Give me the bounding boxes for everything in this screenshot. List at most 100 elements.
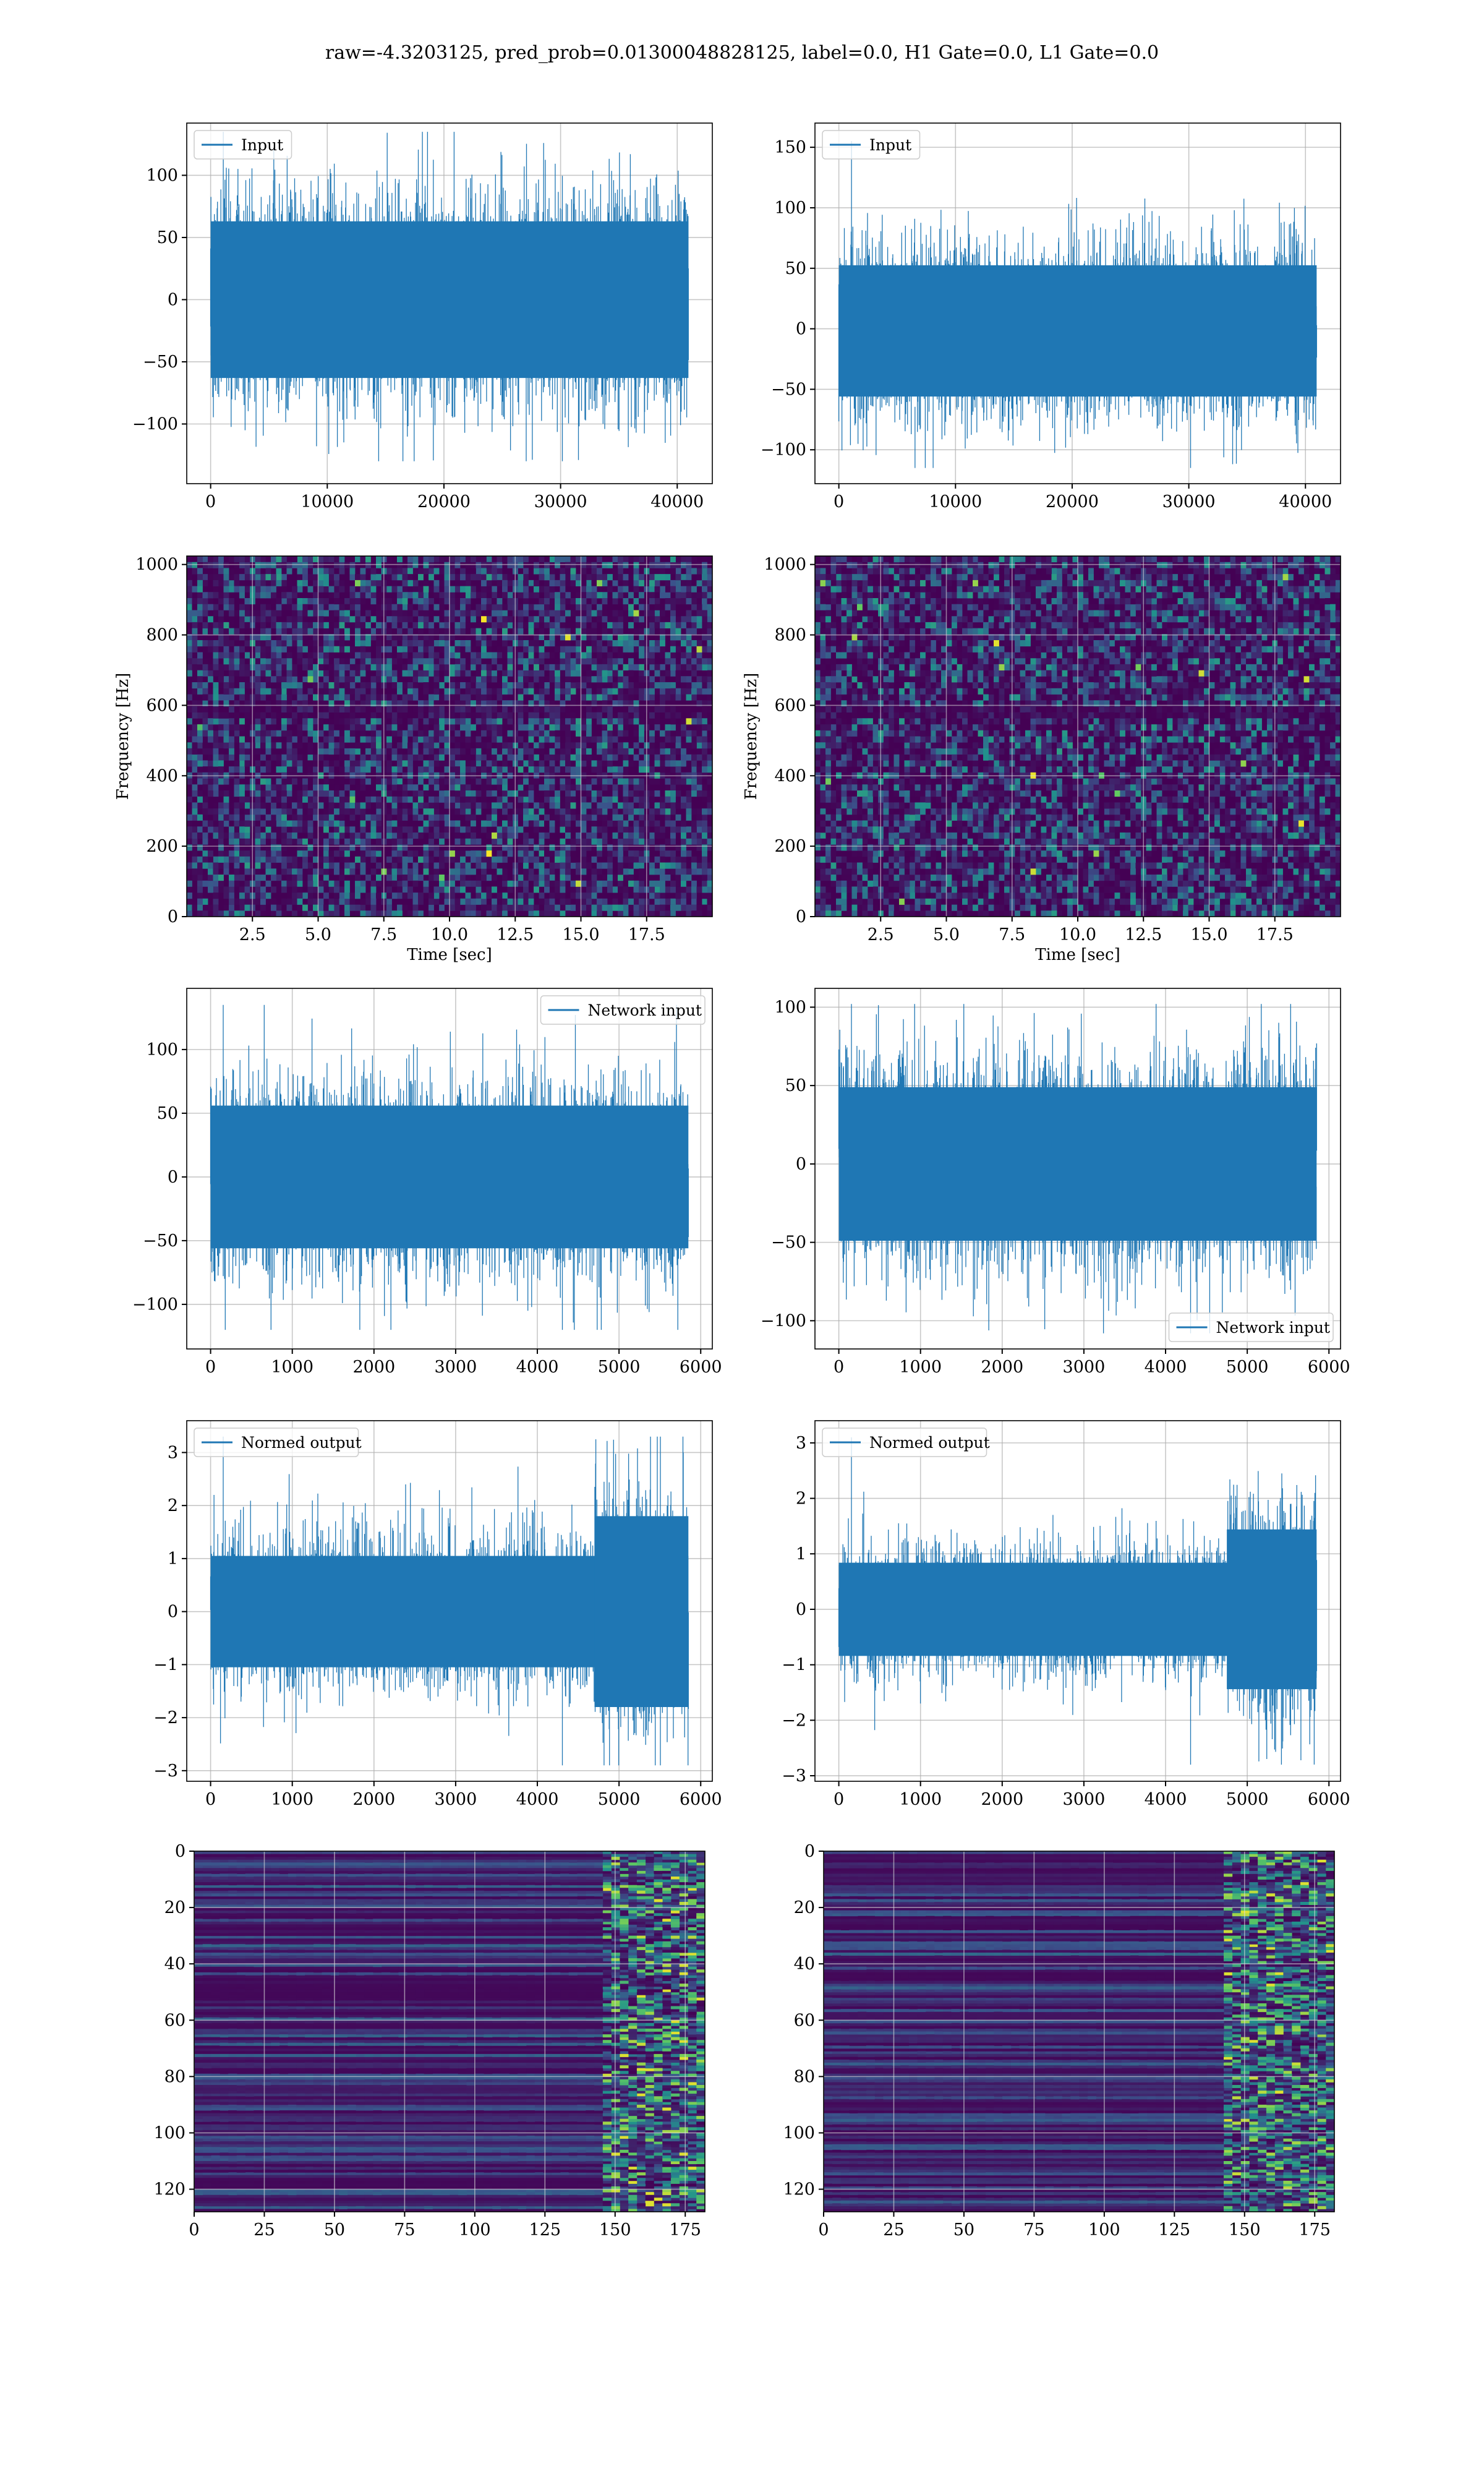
x-tick-label: 12.5 xyxy=(1125,925,1162,944)
heatmap-cells xyxy=(1224,1989,1233,1993)
heatmap-cells xyxy=(696,2116,706,2120)
heatmap-cells xyxy=(645,1961,654,1964)
x-tick-label: 175 xyxy=(669,2220,701,2240)
x-tick-label: 175 xyxy=(1298,2220,1331,2240)
y-tick-label: 1 xyxy=(796,1544,806,1564)
legend-label: Input xyxy=(869,136,911,154)
heatmap-cells xyxy=(1240,1854,1250,1857)
y-tick-label: 0 xyxy=(168,1168,178,1187)
legend: Normed output xyxy=(194,1427,362,1457)
x-tick-label: 0 xyxy=(834,1358,844,1377)
y-tick-label: 20 xyxy=(164,1898,186,1917)
heatmap-cells xyxy=(1240,1893,1250,1897)
heatmap-cells xyxy=(1283,1933,1301,1948)
heatmap-cells xyxy=(1274,2028,1284,2032)
heatmap-cells xyxy=(670,2129,680,2133)
heatmap-cells xyxy=(1232,1913,1241,1917)
x-tick-label: 0 xyxy=(205,1790,216,1809)
heatmap-cells xyxy=(620,2118,629,2122)
heatmap-cells xyxy=(1240,2020,1250,2024)
x-tick-label: 15.0 xyxy=(1190,925,1227,944)
series-core xyxy=(838,265,1317,397)
heatmap-cells xyxy=(492,833,497,839)
heatmap-cells xyxy=(192,556,713,917)
heatmap-cells xyxy=(486,850,492,857)
x-tick-label: 0 xyxy=(818,2220,829,2240)
axes-spec-l1: 2.5 5.0 7.5 10.0 12.5 15.0 17.5 0 200 400 600 800 10… xyxy=(742,555,1341,964)
x-tick-label: 2000 xyxy=(981,1790,1023,1809)
heatmap-cells xyxy=(611,1890,620,1894)
heatmap-cells xyxy=(534,718,539,725)
heatmap-cells xyxy=(197,568,702,911)
heatmap-cells xyxy=(832,1862,1335,2207)
y-tick-label: 80 xyxy=(794,2067,815,2086)
y-tick-label: 3 xyxy=(796,1434,806,1453)
x-tick-label: 100 xyxy=(459,2220,491,2240)
heatmap-cells xyxy=(1249,1890,1258,1894)
y-tick-label: −50 xyxy=(143,1231,178,1251)
figure-title: raw=-4.3203125, pred_prob=0.013000488281… xyxy=(325,42,1159,64)
x-tick-label: 100 xyxy=(1088,2220,1120,2240)
y-tick-label: 60 xyxy=(164,2011,186,2030)
axes-normed-l1: 0 1000 2000 3000 4000 5000 6000 −3 −2 −1 0 1 2 3 xyxy=(782,1420,1350,1809)
heatmap-cells xyxy=(851,628,1341,917)
heatmap-cells xyxy=(1308,2065,1335,2080)
heatmap-cells xyxy=(862,628,868,635)
x-tick-label: 50 xyxy=(324,2220,345,2240)
heatmap-cells xyxy=(602,2073,612,2077)
heatmap-cells xyxy=(549,694,602,731)
heatmap-cells xyxy=(654,1882,663,1886)
heatmap-cells xyxy=(628,2040,638,2044)
heatmap-cells xyxy=(1335,736,1341,743)
heatmap-cells xyxy=(1308,2198,1318,2201)
heatmap-cells xyxy=(202,568,692,917)
y-tick-label: 150 xyxy=(774,138,806,157)
heatmap-cells xyxy=(679,1902,688,1905)
plot-netin-h1 xyxy=(187,988,712,1349)
heatmap-cells xyxy=(645,1888,654,1891)
y-tick-label: 1000 xyxy=(135,555,178,575)
heatmap-cells xyxy=(1274,2068,1284,2071)
y-tick-label: 100 xyxy=(783,2123,815,2142)
legend-box xyxy=(194,1427,359,1457)
heatmap-cells xyxy=(688,2068,697,2071)
heatmap-cells xyxy=(1308,2073,1318,2077)
heatmap-cells xyxy=(846,604,1194,911)
heatmap-cells xyxy=(1224,1986,1233,1990)
heatmap-cells xyxy=(611,2000,620,2004)
y-tick-label: −100 xyxy=(132,415,178,434)
axes-feat-l1: 0 25 50 75 100 125 150 175 0 20 40 60 80 100 120 xyxy=(783,1842,1335,2240)
x-tick-label: 1000 xyxy=(271,1790,313,1809)
plot-input-h1 xyxy=(187,123,712,484)
x-tick-label: 0 xyxy=(189,2220,199,2240)
series-core xyxy=(210,1105,689,1249)
heatmap-cells xyxy=(194,1862,680,2162)
heatmap-cells xyxy=(662,2158,672,2162)
y-tick-label: 0 xyxy=(175,1842,186,1861)
heatmap-cells xyxy=(602,2189,612,2193)
heatmap-cells xyxy=(654,2053,663,2057)
x-tick-label: 0 xyxy=(834,1790,844,1809)
heatmap-cells xyxy=(1240,760,1247,767)
heatmap-cells xyxy=(1258,2045,1267,2049)
heatmap-cells xyxy=(679,2009,688,2013)
heatmap-cells xyxy=(1266,2107,1276,2111)
heatmap-cells xyxy=(611,1986,620,1990)
heatmap-cells xyxy=(1240,2118,1250,2122)
heatmap-cells xyxy=(611,2141,620,2145)
heatmap-cells xyxy=(1224,2180,1233,2184)
heatmap-cells xyxy=(1198,670,1205,677)
heatmap-cells xyxy=(1308,2087,1335,2102)
heatmap-cells xyxy=(620,1980,629,1984)
x-tick-label: 125 xyxy=(1159,2220,1191,2240)
heatmap-cells xyxy=(1224,1950,1335,2170)
series-burst-core xyxy=(594,1516,689,1707)
heatmap-cells xyxy=(1232,1907,1284,2212)
heatmap-cells xyxy=(349,796,356,803)
x-tick-label: 2.5 xyxy=(239,925,266,944)
legend: Input xyxy=(822,130,921,160)
heatmap-cells xyxy=(620,2164,629,2167)
heatmap-cells xyxy=(688,2104,697,2108)
axes-frame xyxy=(194,1851,706,2212)
heatmap-cells xyxy=(197,562,686,911)
